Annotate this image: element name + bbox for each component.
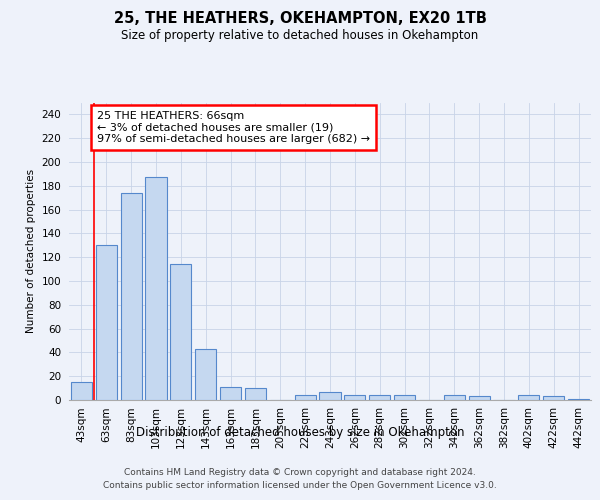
Bar: [170, 264, 191, 400]
Text: 25 THE HEATHERS: 66sqm
← 3% of detached houses are smaller (19)
97% of semi-deta: 25 THE HEATHERS: 66sqm ← 3% of detached …: [97, 111, 370, 144]
Bar: [469, 396, 490, 400]
Bar: [245, 388, 266, 400]
Text: Size of property relative to detached houses in Okehampton: Size of property relative to detached ho…: [121, 29, 479, 42]
Text: Contains public sector information licensed under the Open Government Licence v3: Contains public sector information licen…: [103, 480, 497, 490]
Text: Distribution of detached houses by size in Okehampton: Distribution of detached houses by size …: [136, 426, 464, 439]
Y-axis label: Number of detached properties: Number of detached properties: [26, 169, 36, 334]
Bar: [220, 387, 241, 400]
Bar: [369, 395, 390, 400]
Text: Contains HM Land Registry data © Crown copyright and database right 2024.: Contains HM Land Registry data © Crown c…: [124, 468, 476, 477]
Bar: [394, 395, 415, 400]
Bar: [195, 349, 216, 400]
Bar: [121, 193, 142, 400]
Bar: [568, 399, 589, 400]
Bar: [344, 395, 365, 400]
Bar: [96, 246, 117, 400]
Bar: [145, 178, 167, 400]
Bar: [543, 396, 564, 400]
Bar: [295, 395, 316, 400]
Bar: [71, 382, 92, 400]
Text: 25, THE HEATHERS, OKEHAMPTON, EX20 1TB: 25, THE HEATHERS, OKEHAMPTON, EX20 1TB: [113, 11, 487, 26]
Bar: [518, 395, 539, 400]
Bar: [444, 395, 465, 400]
Bar: [319, 392, 341, 400]
